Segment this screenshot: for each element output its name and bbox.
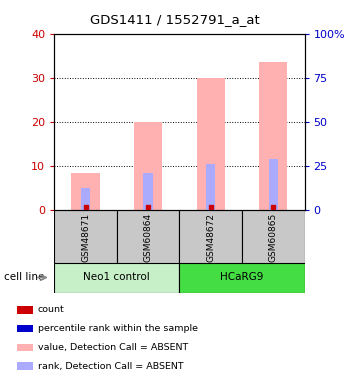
Bar	[144, 172, 153, 210]
Bar	[81, 188, 90, 210]
Bar	[179, 210, 242, 262]
Bar	[179, 262, 304, 292]
Bar	[242, 210, 304, 262]
Text: HCaRG9: HCaRG9	[220, 273, 264, 282]
Bar	[71, 172, 100, 210]
Text: Neo1 control: Neo1 control	[83, 273, 150, 282]
Bar	[197, 78, 225, 210]
Bar	[17, 325, 33, 332]
Bar	[54, 210, 117, 262]
Text: value, Detection Call = ABSENT: value, Detection Call = ABSENT	[38, 343, 188, 352]
Bar	[259, 62, 287, 210]
Bar	[268, 159, 278, 210]
Text: percentile rank within the sample: percentile rank within the sample	[38, 324, 198, 333]
Bar	[54, 262, 179, 292]
Bar	[17, 306, 33, 314]
Text: GSM60865: GSM60865	[269, 213, 278, 262]
Text: rank, Detection Call = ABSENT: rank, Detection Call = ABSENT	[38, 362, 183, 370]
Bar	[17, 344, 33, 351]
Text: GSM60864: GSM60864	[144, 213, 153, 262]
Text: GSM48671: GSM48671	[81, 213, 90, 262]
Bar	[17, 362, 33, 370]
Text: GDS1411 / 1552791_a_at: GDS1411 / 1552791_a_at	[90, 13, 260, 26]
Text: GSM48672: GSM48672	[206, 213, 215, 262]
Text: count: count	[38, 305, 65, 314]
Bar	[206, 164, 215, 210]
Text: cell line: cell line	[4, 273, 44, 282]
Bar	[117, 210, 179, 262]
Bar	[134, 122, 162, 210]
